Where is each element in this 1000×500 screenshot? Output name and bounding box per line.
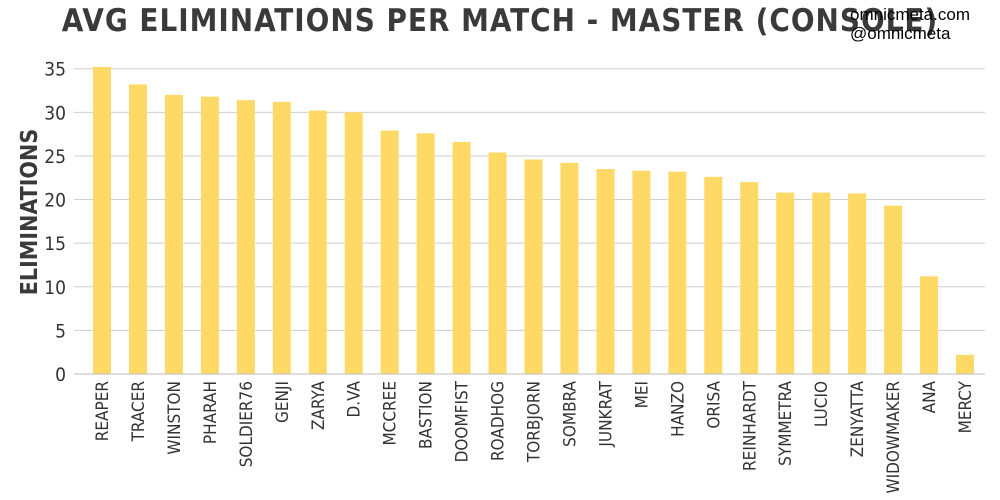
y-tick-label: 0 [55,364,66,386]
bar-ana [920,276,939,374]
brand-site: omnicmeta.com [850,5,970,24]
x-tick-label: GENJI [273,381,293,423]
bar-torbjorn [524,159,543,374]
bar-zenyatta [848,193,867,374]
x-tick-label: DOOMFIST [453,380,473,462]
bar-mei [632,170,651,374]
y-tick-label: 5 [55,320,66,342]
x-tick-label: SOMBRA [560,380,580,446]
brand-credit: omnicmeta.com @omnicmeta [850,5,970,43]
x-tick-label: HANZO [668,381,688,437]
x-tick-label: ORISA [704,380,724,428]
bar-soldier76 [236,100,255,375]
x-tick-label: ROADHOG [489,381,509,461]
bar-mercy [956,354,974,374]
bar-genji [272,101,291,375]
bar-widowmaker [884,205,903,374]
y-axis-label: ELIMINATIONS [17,129,43,295]
x-tick-label: WINSTON [165,381,185,455]
x-tick-label: LUCIO [812,381,832,427]
x-tick-label: ZENYATTA [848,380,868,457]
bar-junkrat [596,169,615,374]
bar-symmetra [776,192,795,374]
x-tick-label: ANA [920,380,940,413]
y-tick-label: 25 [44,146,66,168]
bar-sombra [560,162,579,374]
bar-hanzo [668,171,687,374]
x-axis-ticks: REAPER TRACER WINSTON PHARAH SOLDIER76 GENJI Z… [93,380,976,493]
x-tick-label: REINHARDT [740,380,760,471]
bar-winston [164,94,183,374]
bar-pharah [200,96,219,374]
x-tick-label: TORBJORN [525,381,545,463]
x-tick-label: TRACER [129,381,149,443]
bar-roadhog [488,152,507,374]
y-axis-ticks: 0 5 10 15 20 25 30 35 [44,59,66,386]
bar-doomfist [452,141,471,374]
bar-d-va [344,112,363,374]
bar-orisa [704,176,723,374]
y-tick-label: 15 [44,233,66,255]
bar-reaper [93,66,111,374]
bar-zarya [308,110,327,374]
bar-tracer [128,84,147,375]
x-tick-label: ZARYA [309,380,329,429]
y-tick-label: 10 [44,277,66,299]
bar-mccree [380,130,399,374]
x-tick-label: WIDOWMAKER [884,381,904,494]
chart-title: AVG ELIMINATIONS PER MATCH - MASTER (CON… [62,3,938,39]
x-tick-label: D.VA [345,380,365,417]
x-tick-label: REAPER [93,381,113,442]
bar-reinhardt [740,182,759,374]
x-tick-label: SYMMETRA [776,380,796,465]
x-tick-label: MERCY [956,380,976,433]
y-tick-label: 30 [44,102,66,124]
x-tick-label: MEI [632,381,652,408]
bars [93,66,974,375]
x-tick-label: MCCREE [381,381,401,446]
bar-lucio [812,192,831,374]
y-tick-label: 20 [44,190,66,212]
y-tick-label: 35 [44,59,66,81]
brand-handle: @omnicmeta [850,24,951,43]
x-tick-label: BASTION [417,381,437,449]
x-tick-label: PHARAH [201,381,221,444]
x-tick-label: JUNKRAT [596,380,616,447]
x-tick-label: SOLDIER76 [237,381,257,467]
bar-bastion [416,133,435,374]
